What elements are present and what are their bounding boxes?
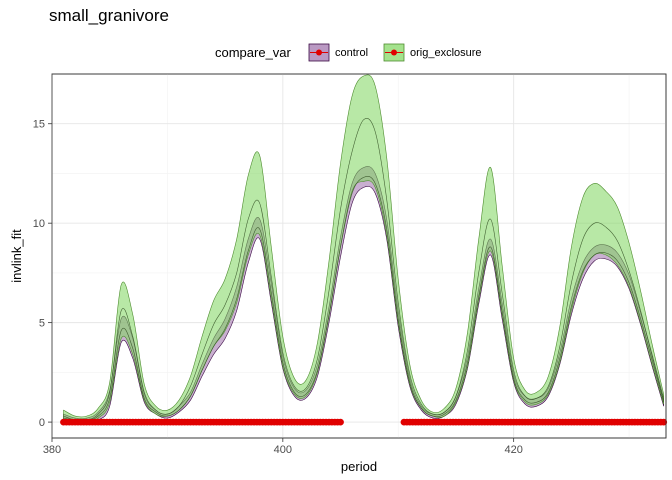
fit-line-orig_exclosure [63, 118, 664, 422]
y-tick-label: 10 [33, 218, 45, 230]
x-tick-label: 380 [43, 444, 61, 456]
legend-key-point [316, 49, 322, 56]
legend-title: compare_var [215, 45, 292, 60]
x-axis-title: period [341, 459, 377, 474]
y-axis-title: invlink_fit [9, 229, 24, 283]
x-tick-label: 400 [274, 444, 292, 456]
x-tick-label: 420 [504, 444, 522, 456]
fit-line-control [63, 176, 664, 421]
y-tick-label: 0 [39, 417, 45, 429]
legend-label-orig_exclosure: orig_exclosure [410, 47, 482, 59]
y-tick-label: 5 [39, 318, 45, 330]
legend-key-point [391, 49, 397, 56]
observation-point [660, 418, 668, 426]
plot-border [51, 73, 667, 439]
legend-label-control: control [335, 47, 368, 59]
band-orig_exclosure [63, 74, 664, 423]
x-axis-ticks: 380 400 420 [43, 438, 523, 456]
observation-point [337, 418, 344, 426]
legend: compare_var control orig_exclosure [215, 43, 482, 62]
chart-title: small_granivore [49, 6, 169, 25]
fit-lines [63, 118, 664, 422]
y-axis-ticks: 0 5 10 15 [33, 119, 52, 429]
y-tick-label: 15 [33, 119, 45, 131]
observation-points [60, 418, 668, 426]
